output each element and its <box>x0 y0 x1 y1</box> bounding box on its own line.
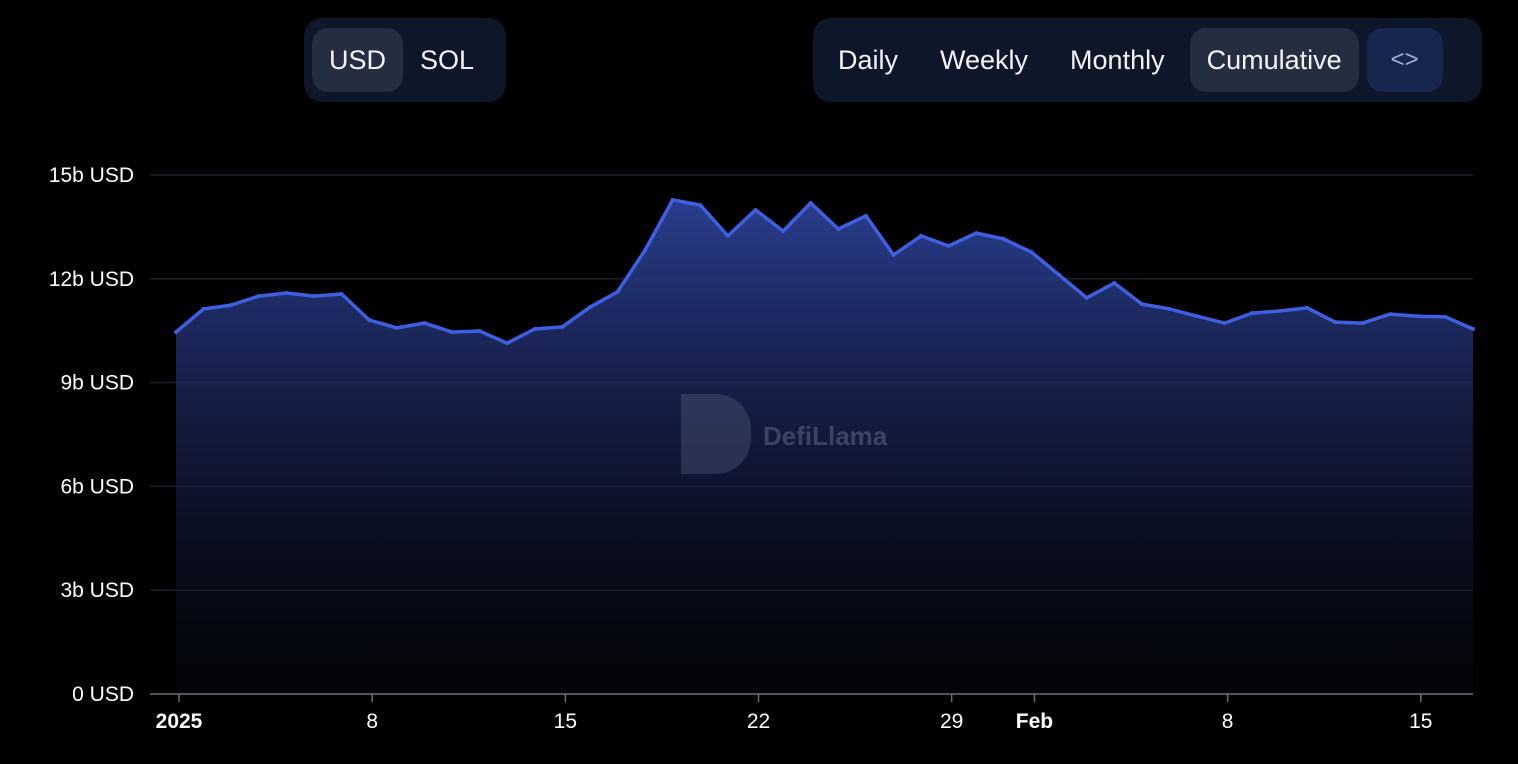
data-point <box>339 292 344 297</box>
data-point <box>974 231 979 236</box>
period-daily-button[interactable]: Daily <box>838 44 899 75</box>
data-point <box>256 294 261 299</box>
x-tick-label: 29 <box>940 710 963 733</box>
data-point <box>836 226 841 231</box>
y-tick-label: 12b USD <box>49 268 134 291</box>
data-point <box>1001 237 1006 242</box>
y-tick-label: 9b USD <box>60 372 134 395</box>
code-brackets-icon[interactable]: <> <box>1366 28 1443 92</box>
data-point <box>698 203 703 208</box>
data-point <box>174 330 178 335</box>
data-point <box>560 324 565 329</box>
area-fill <box>176 199 1473 694</box>
data-point <box>1057 272 1062 277</box>
x-tick-label: 8 <box>1222 710 1234 733</box>
data-point <box>532 326 537 331</box>
data-point <box>477 329 482 334</box>
x-tick-label: 8 <box>366 710 378 733</box>
y-tick-label: 3b USD <box>60 579 134 602</box>
x-tick-label: 22 <box>747 710 770 733</box>
data-point <box>1167 306 1172 311</box>
x-tick-label: 15 <box>1409 710 1432 733</box>
period-weekly-button[interactable]: Weekly <box>940 44 1029 75</box>
period-toggle: Daily Weekly Monthly Cumulative <> <box>813 18 1482 102</box>
data-point <box>1222 321 1227 326</box>
currency-toggle: USD SOL <box>304 18 506 102</box>
data-point <box>1415 314 1420 319</box>
data-point <box>1112 280 1117 285</box>
data-point <box>1277 308 1282 313</box>
data-point <box>891 252 896 257</box>
data-point <box>808 201 813 206</box>
data-point <box>1084 295 1089 300</box>
data-point <box>587 305 592 310</box>
data-point <box>201 306 206 311</box>
x-tick-label: Feb <box>1016 710 1053 733</box>
data-point <box>1029 250 1034 255</box>
data-point <box>422 321 427 326</box>
data-point <box>449 330 454 335</box>
data-point <box>753 207 758 212</box>
data-point <box>919 233 924 238</box>
data-point <box>946 243 951 248</box>
data-point <box>670 197 675 202</box>
data-point <box>781 229 786 234</box>
data-point <box>1333 320 1338 325</box>
data-point <box>367 317 372 322</box>
data-point <box>229 303 234 308</box>
data-point <box>615 289 620 294</box>
data-point <box>863 213 868 218</box>
data-point <box>725 233 730 238</box>
x-tick-label: 15 <box>554 710 577 733</box>
y-tick-label: 15b USD <box>49 164 134 187</box>
currency-sol-button[interactable]: SOL <box>420 44 475 75</box>
data-point <box>505 341 510 346</box>
y-tick-label: 6b USD <box>60 475 134 498</box>
data-point <box>1305 305 1310 310</box>
data-point <box>1388 312 1393 317</box>
watermark-text: DefiLlama <box>763 421 888 451</box>
data-point <box>311 294 316 299</box>
data-point <box>1360 321 1365 326</box>
y-tick-label: 0 USD <box>72 683 134 706</box>
x-tick-label: 2025 <box>156 710 203 733</box>
data-point <box>394 325 399 330</box>
data-point <box>1195 314 1200 319</box>
period-cumulative-button[interactable]: Cumulative <box>1189 28 1359 92</box>
period-monthly-button[interactable]: Monthly <box>1070 44 1165 75</box>
data-point <box>1471 326 1475 331</box>
data-point <box>284 290 289 295</box>
data-point <box>1443 314 1448 319</box>
data-point <box>1139 302 1144 307</box>
data-point <box>643 248 648 253</box>
currency-usd-button[interactable]: USD <box>312 28 404 92</box>
data-point <box>1250 311 1255 316</box>
defillama-watermark: DefiLlama <box>681 394 888 474</box>
series-line <box>174 198 1474 345</box>
